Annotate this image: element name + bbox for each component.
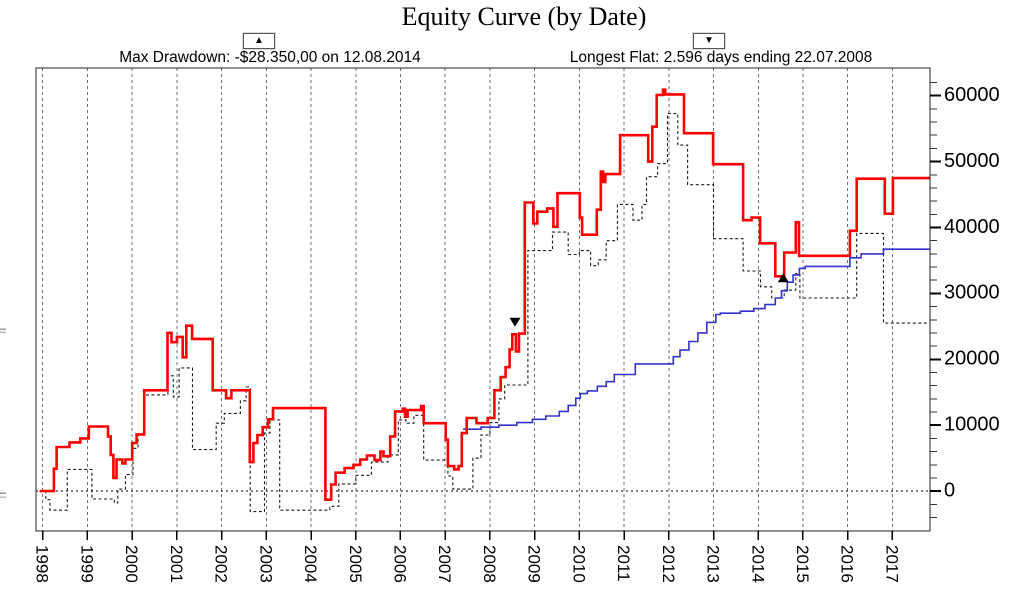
max-drawdown-label: Max Drawdown: -$28.350,00 on 12.08.2014 — [119, 49, 421, 66]
x-tick-label: 2003 — [256, 545, 275, 583]
x-tick-label: 2000 — [122, 545, 141, 583]
y-tick-label: 20000 — [944, 348, 1000, 370]
x-tick-label: 1998 — [33, 545, 52, 583]
x-tick-label: 1999 — [77, 545, 96, 583]
series-equity — [39, 88, 930, 501]
x-tick-label: 2004 — [301, 545, 320, 583]
triangle-up-icon: ▲ — [254, 35, 264, 46]
longest-flat-marker-button[interactable]: ▼ — [693, 33, 725, 49]
x-tick-label: 2010 — [569, 545, 588, 583]
triangle-up-chart-marker — [777, 273, 789, 283]
x-tick-label: 2013 — [704, 545, 723, 583]
x-tick-label: 2001 — [167, 545, 186, 583]
x-tick-label: 2012 — [659, 545, 678, 583]
triangle-down-chart-marker — [509, 317, 521, 327]
x-tick-label: 2016 — [838, 545, 857, 583]
x-tick-label: 2009 — [525, 545, 544, 583]
series-buy-and-hold — [463, 248, 930, 430]
series-dotted-benchmark — [39, 112, 930, 513]
y-tick-label: 0 — [944, 479, 955, 501]
x-tick-label: 2011 — [614, 545, 633, 582]
x-tick-label: 2007 — [435, 545, 454, 583]
plot-frame — [35, 67, 931, 532]
y-tick-label: 30000 — [944, 282, 1000, 304]
x-tick-label: 2014 — [748, 545, 767, 583]
y-tick-label: 10000 — [944, 413, 1000, 435]
x-tick-label: 2006 — [390, 545, 409, 583]
max-drawdown-marker-button[interactable]: ▲ — [243, 33, 275, 49]
x-tick-label: 2015 — [793, 545, 812, 583]
y-tick-label: 50000 — [944, 150, 1000, 172]
longest-flat-label: Longest Flat: 2.596 days ending 22.07.20… — [569, 49, 873, 66]
y-tick-label: 40000 — [944, 216, 1000, 238]
x-tick-label: 2005 — [346, 545, 365, 583]
x-tick-label: 2017 — [882, 545, 901, 583]
triangle-down-icon: ▼ — [704, 35, 714, 46]
x-tick-label: 2002 — [212, 545, 231, 583]
chart-title: Equity Curve (by Date) — [401, 2, 647, 31]
y-tick-label: 60000 — [944, 84, 1000, 106]
x-tick-label: 2008 — [480, 545, 499, 583]
